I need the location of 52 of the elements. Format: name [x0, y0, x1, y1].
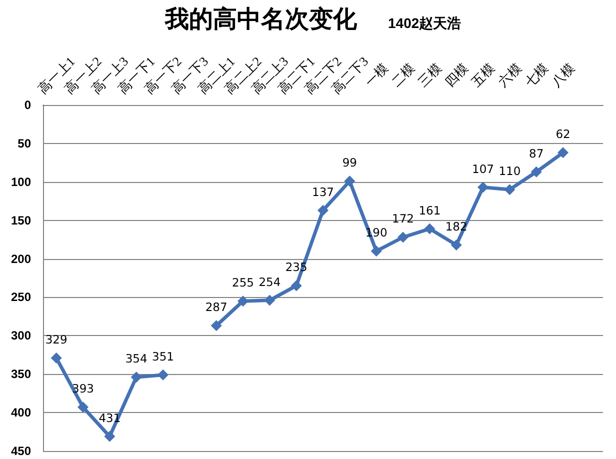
- y-tick-label: 200: [10, 252, 32, 266]
- data-label: 107: [472, 162, 494, 176]
- point: [530, 166, 542, 178]
- x-tick-label: 四模: [442, 60, 471, 90]
- y-tick-label: 400: [10, 406, 32, 420]
- data-label: 137: [312, 184, 334, 199]
- point: [424, 223, 436, 234]
- point: [210, 320, 222, 332]
- y-tick-label: 150: [10, 213, 32, 228]
- data-label: 287: [205, 300, 228, 314]
- data-label: 172: [392, 212, 414, 226]
- point: [478, 182, 488, 193]
- y-tick-label: 0: [24, 98, 32, 112]
- point: [290, 280, 302, 292]
- point: [558, 147, 568, 158]
- point: [158, 369, 168, 380]
- x-tick-label: 二模: [388, 60, 418, 90]
- point: [238, 296, 248, 307]
- x-tick-label: 六模: [495, 60, 524, 90]
- x-tick-label: 七模: [522, 60, 551, 90]
- y-tick-label: 100: [10, 174, 32, 189]
- data-label: 351: [152, 349, 174, 364]
- point: [104, 430, 116, 442]
- data-label: 354: [125, 352, 148, 366]
- point: [398, 232, 408, 243]
- y-tick-label: 350: [10, 367, 32, 382]
- data-label: 110: [498, 164, 521, 178]
- data-label: 62: [556, 127, 570, 142]
- data-label: 99: [342, 156, 357, 170]
- y-tick-label: 450: [10, 444, 32, 458]
- data-label: 329: [45, 332, 68, 346]
- x-tick-label: 五模: [468, 60, 498, 90]
- x-tick-label: 三模: [415, 60, 444, 90]
- data-label: 87: [529, 146, 544, 160]
- y-tick-label: 300: [10, 328, 32, 343]
- point: [370, 246, 382, 257]
- point: [264, 294, 276, 306]
- point: [504, 184, 516, 196]
- chart-subtitle: 1402赵天浩: [388, 15, 462, 31]
- point: [318, 204, 328, 216]
- point: [50, 352, 62, 364]
- chart-title: 我的高中名次变化: [164, 5, 358, 33]
- point: [78, 402, 88, 413]
- y-tick-label: 50: [18, 136, 32, 150]
- data-label: 161: [418, 203, 441, 218]
- data-label: 254: [258, 274, 281, 289]
- x-tick-label: 八模: [548, 60, 578, 90]
- data-label: 255: [232, 276, 254, 290]
- point: [344, 176, 356, 187]
- point: [130, 372, 142, 383]
- y-tick-label: 250: [10, 290, 32, 304]
- point: [450, 239, 462, 250]
